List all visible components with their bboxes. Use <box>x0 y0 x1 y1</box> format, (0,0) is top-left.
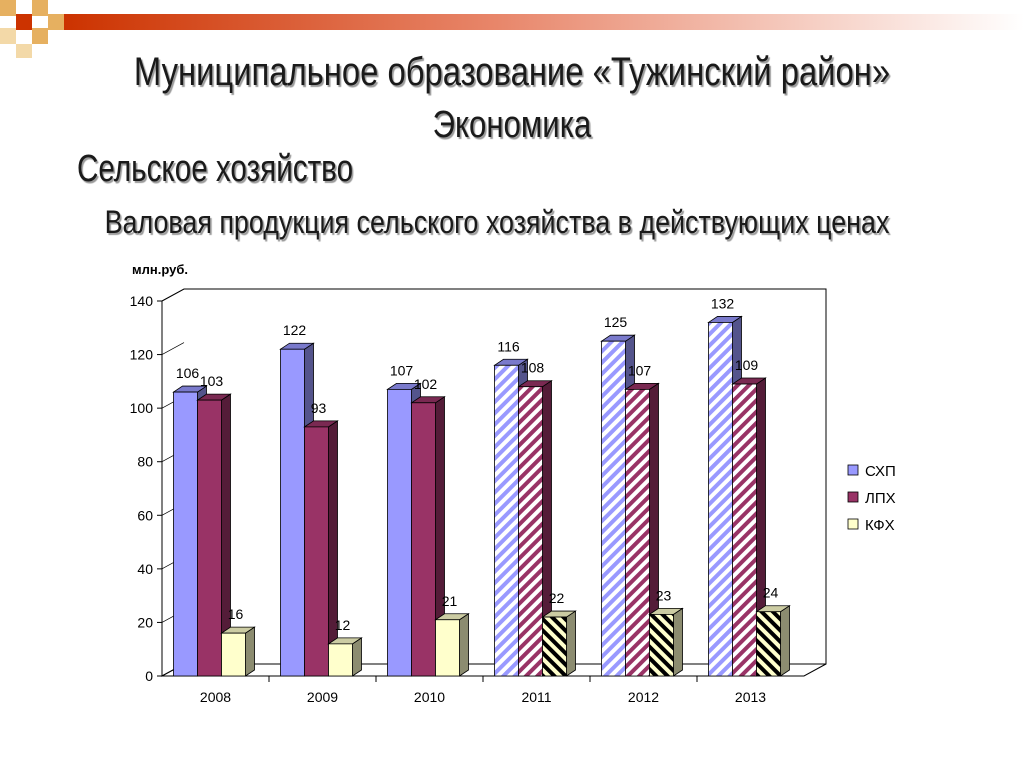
deco-square-7 <box>16 44 32 58</box>
bar <box>601 340 626 677</box>
bar-side <box>245 626 255 677</box>
y-tick-depth <box>161 288 185 302</box>
data-label: 106 <box>176 365 200 381</box>
bar <box>304 426 329 677</box>
legend-label: СХП <box>865 463 896 480</box>
y-axis-unit-label: млн.руб. <box>132 262 188 277</box>
x-tick-label: 2008 <box>200 689 231 705</box>
bar <box>732 383 757 677</box>
bar <box>197 399 222 677</box>
deco-square-3 <box>32 0 48 16</box>
legend-label: ЛПХ <box>865 490 896 507</box>
data-label: 24 <box>763 585 779 601</box>
bar <box>280 348 305 677</box>
data-label: 22 <box>549 590 565 606</box>
data-label: 103 <box>200 373 224 389</box>
bar <box>649 613 674 677</box>
data-label: 107 <box>628 362 652 378</box>
data-label: 16 <box>228 606 244 622</box>
y-tick-depth <box>161 342 185 355</box>
bar <box>387 388 412 677</box>
bar <box>625 388 650 677</box>
data-label: 109 <box>735 357 759 373</box>
x-tick-label: 2013 <box>735 689 766 705</box>
deco-square-4 <box>32 28 48 44</box>
data-label: 21 <box>442 593 458 609</box>
data-label: 107 <box>390 362 414 378</box>
bar-side <box>352 637 362 677</box>
data-label: 23 <box>656 587 672 603</box>
bar <box>328 643 353 677</box>
bar-side <box>673 607 683 677</box>
section-title: Сельское хозяйство <box>76 148 354 190</box>
legend-swatch <box>847 464 859 476</box>
bar <box>221 632 246 677</box>
y-tick-label: 100 <box>130 400 154 416</box>
data-label: 108 <box>521 360 545 376</box>
bar <box>435 619 460 677</box>
data-label: 125 <box>604 314 628 330</box>
data-label: 122 <box>283 322 307 338</box>
slide-subtitle: Экономика <box>432 104 592 146</box>
bar <box>411 402 436 677</box>
y-tick-label: 20 <box>137 614 153 630</box>
y-tick-label: 120 <box>130 347 154 363</box>
bar <box>494 364 519 677</box>
bar-side <box>328 420 338 677</box>
bar <box>173 391 198 677</box>
y-tick-label: 140 <box>130 293 154 309</box>
bar <box>756 611 781 677</box>
legend-swatch <box>847 518 859 530</box>
bar-side <box>459 613 469 677</box>
data-label: 12 <box>335 617 351 633</box>
y-tick-label: 0 <box>145 668 153 684</box>
x-tick-label: 2012 <box>628 689 659 705</box>
bar <box>542 616 567 677</box>
y-tick-label: 40 <box>137 561 153 577</box>
y-tick-label: 60 <box>137 507 153 523</box>
deco-square-5 <box>48 14 64 30</box>
data-label: 93 <box>311 400 327 416</box>
data-label: 116 <box>497 338 520 354</box>
deco-square-6 <box>0 28 16 44</box>
legend-label: КФХ <box>865 517 895 534</box>
deco-square-2 <box>16 14 32 30</box>
bar-side <box>566 610 576 677</box>
bar <box>518 386 543 677</box>
header-gradient-bar <box>64 14 1024 30</box>
data-label: 102 <box>414 376 438 392</box>
bar-side <box>780 604 790 677</box>
legend-swatch <box>847 491 859 503</box>
x-tick-label: 2009 <box>307 689 338 705</box>
data-label: 132 <box>711 295 735 311</box>
slide-title: Муниципальное образование «Тужинский рай… <box>133 50 891 94</box>
deco-square-1 <box>0 0 16 16</box>
bar <box>708 322 733 677</box>
x-tick-label: 2011 <box>521 689 551 705</box>
y-tick-label: 80 <box>137 454 153 470</box>
x-tick-label: 2010 <box>414 689 445 705</box>
chart-title: Валовая продукция сельского хозяйства в … <box>104 204 890 240</box>
